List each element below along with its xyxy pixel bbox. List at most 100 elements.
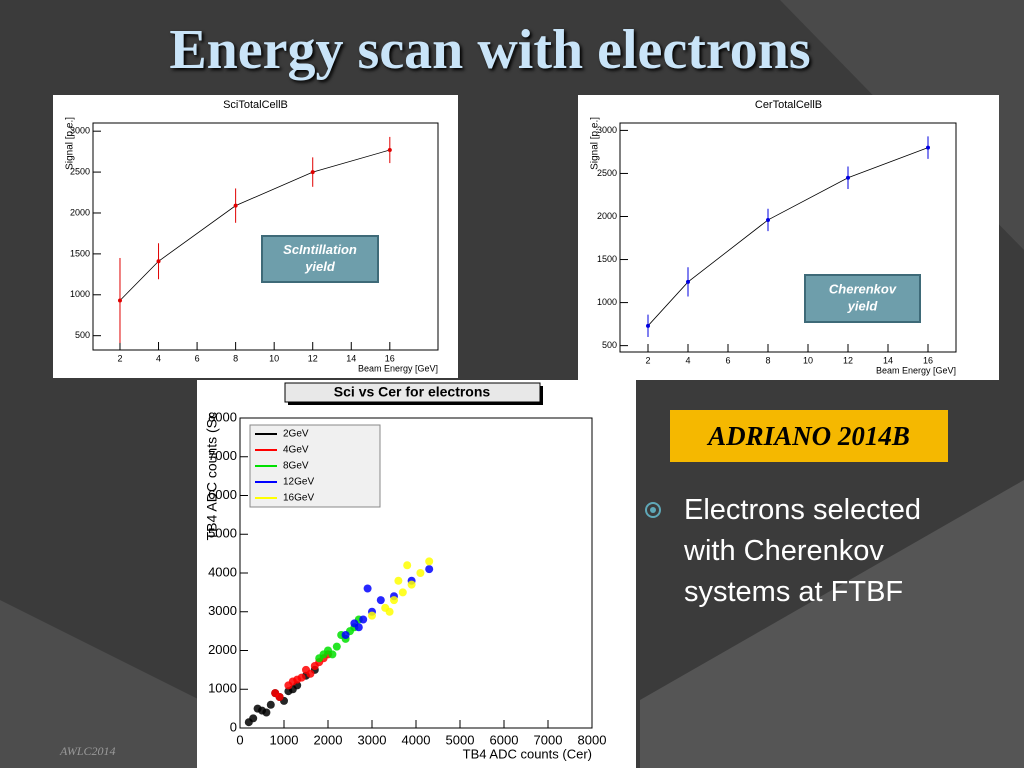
data-point <box>306 669 315 678</box>
x-tick-label: 2000 <box>314 732 343 747</box>
y-tick-label: 1000 <box>70 289 90 299</box>
data-point <box>376 596 385 605</box>
legend-label: 12GeV <box>283 477 314 488</box>
x-tick-label: 2 <box>117 353 122 363</box>
bullet-icon <box>650 507 656 513</box>
data-point <box>233 203 238 208</box>
legend-label: 16GeV <box>283 493 314 504</box>
y-tick-label: 5000 <box>208 526 237 541</box>
plot-frame <box>92 122 439 351</box>
bullet-text: Electrons selected with Cherenkov system… <box>684 494 921 608</box>
data-point <box>319 650 328 659</box>
x-tick-label: 16 <box>923 355 933 365</box>
x-axis-label: TB4 ADC counts (Cer) <box>463 747 592 762</box>
data-point <box>646 323 650 328</box>
data-point <box>368 611 376 620</box>
data-point <box>766 217 770 222</box>
annotation-box <box>804 274 921 323</box>
data-point <box>926 145 930 150</box>
x-tick-label: 10 <box>269 353 279 363</box>
y-tick-label: 500 <box>75 330 90 340</box>
data-point <box>262 708 271 717</box>
x-tick-label: 4 <box>685 355 690 365</box>
bullet-icon <box>645 502 661 518</box>
x-tick-label: 10 <box>803 355 813 365</box>
chart-title: CerTotalCellB <box>755 99 822 111</box>
data-point <box>359 615 368 624</box>
data-point <box>846 175 850 180</box>
y-tick-label: 1500 <box>597 254 617 264</box>
data-point <box>385 607 394 616</box>
plot-frame <box>619 122 957 353</box>
x-tick-label: 7000 <box>534 732 563 747</box>
x-axis-label: Beam Energy [GeV] <box>876 365 956 375</box>
slide-title: Energy scan with electrons <box>169 19 811 81</box>
y-tick-label: 8000 <box>208 409 237 424</box>
data-point <box>156 259 161 264</box>
data-point <box>398 588 407 597</box>
y-tick-label: 2000 <box>70 207 90 217</box>
legend-label: 2GeV <box>283 429 309 440</box>
chart: 2 4 6 8 10 12 14 16 500 1000 1500 2000 2500 3000 Beam … <box>578 95 999 380</box>
x-tick-label: 3000 <box>358 732 387 747</box>
y-tick-label: 500 <box>602 340 617 350</box>
data-point <box>288 677 297 686</box>
data-point <box>275 693 284 701</box>
y-tick-label: 2000 <box>597 211 617 221</box>
data-point <box>394 576 403 585</box>
chart: 0 1000 2000 3000 4000 5000 6000 7000 8000 0 1000 20… <box>197 380 636 768</box>
data-point <box>117 298 122 303</box>
data-point <box>297 673 306 682</box>
y-tick-label: 7000 <box>208 448 237 463</box>
x-tick-label: 6000 <box>490 732 519 747</box>
data-point <box>363 584 372 593</box>
y-tick-label: 2500 <box>70 166 90 176</box>
x-tick-label: 8 <box>765 355 770 365</box>
chart: 2 4 6 8 10 12 14 16 500 1000 1500 2000 2500 3000 Beam … <box>53 95 458 378</box>
data-point <box>425 565 434 574</box>
x-tick-label: 12 <box>308 353 318 363</box>
y-tick-label: 3000 <box>597 125 617 135</box>
data-point <box>416 569 425 577</box>
data-point <box>425 557 434 566</box>
x-axis-label: Beam Energy [GeV] <box>358 363 438 373</box>
x-tick-label: 8 <box>233 353 238 363</box>
chart-title: SciTotalCellB <box>223 99 288 111</box>
bg-shape <box>0 600 200 768</box>
x-tick-label: 1000 <box>270 732 299 747</box>
data-point <box>328 650 337 659</box>
y-tick-label: 0 <box>230 719 237 734</box>
y-tick-label: 1500 <box>70 248 90 258</box>
x-tick-label: 4 <box>156 353 161 363</box>
y-axis-label: Signal [p.e.] <box>590 117 601 170</box>
bg-shape <box>640 480 1024 768</box>
annotation: ScIntillation yield <box>283 242 357 274</box>
data-point <box>341 631 350 639</box>
footer: AWLC2014 <box>60 744 116 758</box>
legend-label: 8GeV <box>283 461 309 472</box>
data-point <box>310 170 315 175</box>
x-tick-label: 2 <box>645 355 650 365</box>
data-point <box>686 279 690 284</box>
x-tick-label: 4000 <box>402 732 431 747</box>
x-tick-label: 6 <box>195 353 200 363</box>
x-tick-label: 14 <box>883 355 893 365</box>
y-tick-label: 3000 <box>208 603 237 618</box>
x-tick-label: 6 <box>725 355 730 365</box>
legend-label: 4GeV <box>283 445 309 456</box>
data-point <box>403 561 412 570</box>
x-tick-label: 0 <box>236 732 243 747</box>
data-point <box>390 596 398 605</box>
x-tick-label: 12 <box>843 355 853 365</box>
annotation-box <box>261 235 379 283</box>
x-tick-label: 8000 <box>578 732 607 747</box>
y-tick-label: 1000 <box>597 297 617 307</box>
y-axis-label: TB4 ADC counts (Sc <box>204 412 220 540</box>
title-box <box>284 382 541 403</box>
chart-title: Sci vs Cer for electrons <box>334 384 491 400</box>
x-tick-label: 16 <box>385 353 395 363</box>
y-tick-label: 2000 <box>208 642 237 657</box>
data-point <box>244 718 253 727</box>
y-tick-label: 6000 <box>208 487 237 502</box>
